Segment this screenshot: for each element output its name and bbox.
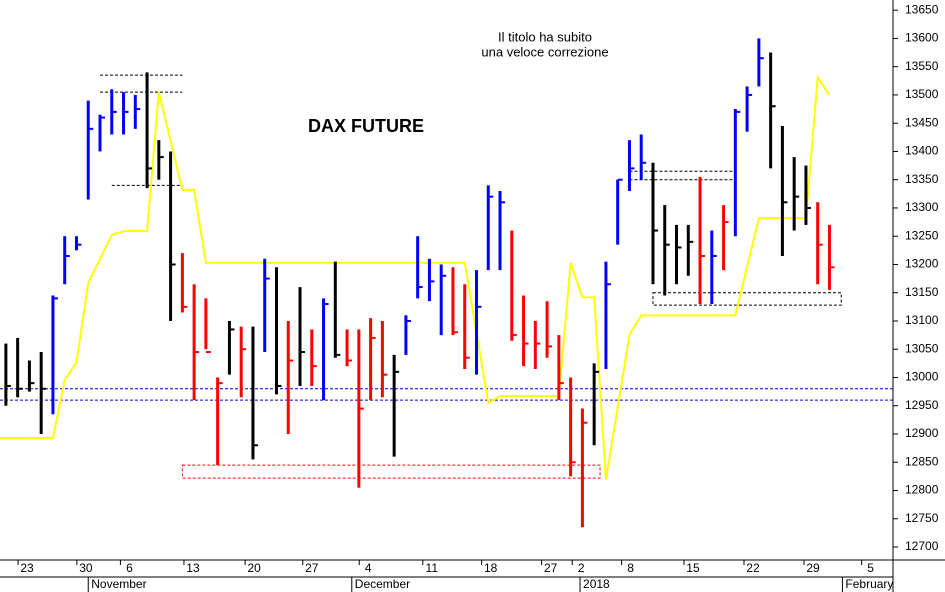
month-label: November (91, 577, 146, 591)
y-tick-label: 13100 (905, 313, 939, 327)
x-tick-label: 4 (365, 561, 372, 575)
y-tick-label: 12750 (905, 511, 939, 525)
x-tick-label: 22 (746, 561, 760, 575)
y-tick-label: 13600 (905, 31, 939, 45)
month-label: 2018 (583, 577, 610, 591)
y-tick-label: 12900 (905, 426, 939, 440)
x-tick-label: 23 (20, 561, 34, 575)
y-tick-label: 12850 (905, 454, 939, 468)
annotation: una veloce correzione (481, 44, 608, 59)
y-tick-label: 13550 (905, 59, 939, 73)
y-tick-label: 13000 (905, 370, 939, 384)
x-tick-label: 27 (544, 561, 558, 575)
y-tick-label: 12700 (905, 539, 939, 553)
x-tick-label: 5 (867, 561, 874, 575)
month-label: December (355, 577, 410, 591)
y-tick-label: 13400 (905, 144, 939, 158)
x-tick-label: 13 (186, 561, 200, 575)
trend-line (0, 74, 831, 480)
y-tick-label: 13350 (905, 172, 939, 186)
y-tick-label: 13300 (905, 200, 939, 214)
y-tick-label: 13650 (905, 2, 939, 16)
month-label: February (845, 577, 893, 591)
x-tick-label: 27 (305, 561, 319, 575)
chart-title: DAX FUTURE (308, 116, 424, 136)
y-tick-label: 13500 (905, 87, 939, 101)
x-tick-label: 20 (247, 561, 261, 575)
y-tick-label: 13200 (905, 257, 939, 271)
x-tick-label: 29 (806, 561, 820, 575)
x-tick-label: 2 (578, 561, 585, 575)
x-tick-label: 30 (79, 561, 93, 575)
x-tick-label: 8 (627, 561, 634, 575)
y-tick-label: 13450 (905, 115, 939, 129)
y-tick-label: 13150 (905, 285, 939, 299)
level-box (652, 292, 842, 306)
x-tick-label: 11 (426, 561, 439, 575)
y-tick-label: 13250 (905, 228, 939, 242)
y-tick-label: 12950 (905, 398, 939, 412)
x-tick-label: 6 (126, 561, 133, 575)
y-tick-label: 13050 (905, 341, 939, 355)
x-tick-label: 18 (484, 561, 498, 575)
x-tick-label: 15 (686, 561, 700, 575)
y-tick-label: 12800 (905, 483, 939, 497)
annotation: Il titolo ha subito (498, 29, 592, 44)
